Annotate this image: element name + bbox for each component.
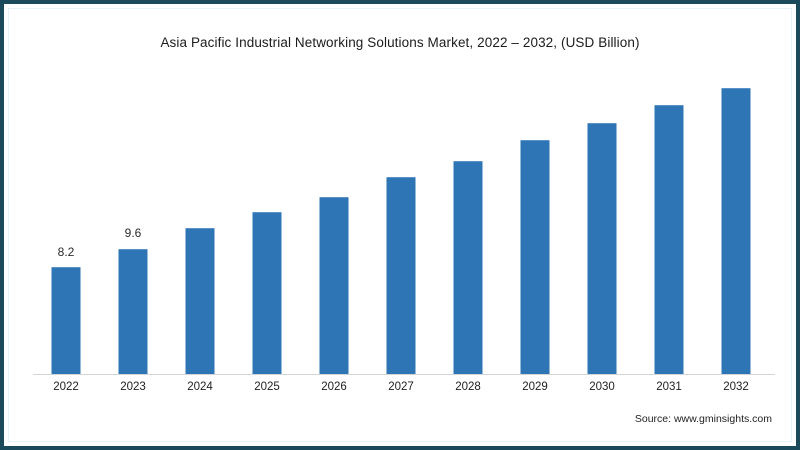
bar-slot bbox=[301, 63, 367, 374]
bar-2025[interactable] bbox=[252, 212, 282, 374]
bar-slot bbox=[502, 63, 568, 374]
bar-2023[interactable] bbox=[118, 248, 148, 374]
bar-slot bbox=[569, 63, 635, 374]
bar-slot bbox=[703, 63, 769, 374]
source-attribution: Source: www.gminsights.com bbox=[634, 413, 772, 425]
x-tick-2023: 2023 bbox=[120, 381, 146, 393]
x-tick-2032: 2032 bbox=[723, 381, 749, 393]
plot-area: 8.2 9.6 bbox=[33, 64, 775, 375]
bar-slot: 9.6 bbox=[100, 63, 166, 374]
page-title: Asia Pacific Industrial Networking Solut… bbox=[160, 35, 640, 50]
x-tick-2030: 2030 bbox=[589, 381, 615, 393]
bar-slot bbox=[636, 63, 702, 374]
x-tick-2026: 2026 bbox=[321, 381, 347, 393]
x-tick-2028: 2028 bbox=[455, 381, 481, 393]
x-tick-2027: 2027 bbox=[388, 381, 414, 393]
bar-slot bbox=[167, 63, 233, 374]
bar-value-label-2023: 9.6 bbox=[124, 226, 142, 241]
bar-2024[interactable] bbox=[185, 227, 215, 374]
bar-2027[interactable] bbox=[386, 177, 416, 374]
x-tick-2022: 2022 bbox=[53, 381, 79, 393]
x-tick-2029: 2029 bbox=[522, 381, 548, 393]
x-tick-2024: 2024 bbox=[187, 381, 213, 393]
bar-value-label-2022: 8.2 bbox=[57, 244, 75, 259]
bar-slot bbox=[368, 63, 434, 374]
bar-slot bbox=[234, 63, 300, 374]
bar-2029[interactable] bbox=[520, 139, 550, 374]
x-tick-2031: 2031 bbox=[656, 381, 682, 393]
bar-slot bbox=[435, 63, 501, 374]
bar-2026[interactable] bbox=[319, 196, 349, 374]
bar-2031[interactable] bbox=[654, 104, 684, 374]
x-tick-2025: 2025 bbox=[254, 381, 280, 393]
bar-2028[interactable] bbox=[453, 160, 483, 374]
x-axis-line bbox=[33, 374, 775, 375]
bar-2030[interactable] bbox=[587, 122, 617, 374]
bar-2032[interactable] bbox=[721, 87, 751, 374]
bar-2022[interactable] bbox=[51, 267, 81, 374]
bar-slot: 8.2 bbox=[33, 63, 99, 374]
